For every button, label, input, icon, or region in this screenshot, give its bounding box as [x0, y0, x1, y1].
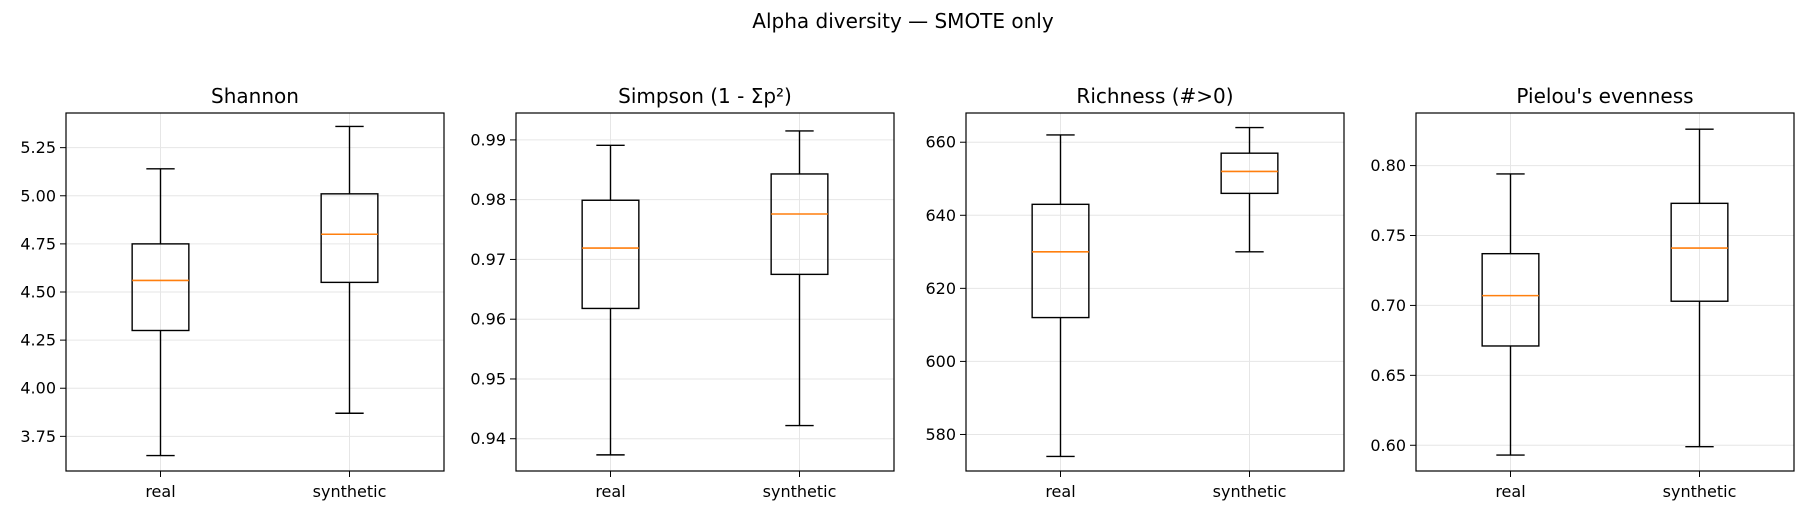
panel-title: Richness (#>0) [1076, 84, 1233, 108]
box-synthetic [1220, 126, 1279, 253]
axes-frame [965, 112, 1345, 472]
panel-4: Pielou's evenness 0.60 0.65 0.70 0.75 0.80 rea… [1370, 84, 1795, 501]
y-tick-label: 4.75 [20, 234, 56, 253]
y-tick-label: 0.75 [1370, 226, 1406, 245]
iqr-box [320, 193, 379, 284]
iqr-box [770, 173, 829, 276]
panel-3: Richness (#>0) 580 600 620 640 660 real synthet… [925, 84, 1345, 501]
y-tick-label: 5.00 [20, 186, 56, 205]
y-tick-label: 4.50 [20, 283, 56, 302]
y-tick-label: 3.75 [20, 427, 56, 446]
axes-frame [65, 112, 445, 472]
x-tick-label: real [595, 482, 625, 501]
box-synthetic [1670, 128, 1729, 448]
x-tick-label: synthetic [1663, 482, 1737, 501]
x-tick-label: real [1495, 482, 1525, 501]
y-tick-label: 4.00 [20, 379, 56, 398]
box-synthetic [320, 125, 379, 414]
box-real [1481, 173, 1540, 456]
panel-title: Shannon [211, 84, 299, 108]
y-tick-label: 660 [925, 133, 956, 152]
y-tick-label: 600 [925, 352, 956, 371]
y-tick-label: 0.60 [1370, 436, 1406, 455]
y-tick-label: 0.70 [1370, 296, 1406, 315]
y-tick-label: 5.25 [20, 138, 56, 157]
box-real [1031, 134, 1090, 458]
y-tick-label: 4.25 [20, 331, 56, 350]
figure-title: Alpha diversity — SMOTE only [752, 9, 1054, 33]
y-tick-label: 0.95 [470, 369, 506, 388]
iqr-box [1670, 202, 1729, 302]
axes-frame [515, 112, 895, 472]
y-tick-label: 0.80 [1370, 156, 1406, 175]
x-tick-label: real [1045, 482, 1075, 501]
y-tick-label: 0.65 [1370, 366, 1406, 385]
y-tick-label: 0.94 [470, 429, 506, 448]
y-tick-label: 640 [925, 206, 956, 225]
iqr-box [1481, 252, 1540, 347]
iqr-box [1220, 152, 1279, 195]
x-tick-label: synthetic [763, 482, 837, 501]
panel-2: Simpson (1 - Σp²) 0.94 0.95 0.96 0.97 0.98 0.9… [470, 84, 895, 501]
iqr-box [1031, 203, 1090, 319]
iqr-box [581, 199, 640, 310]
iqr-box [131, 243, 190, 332]
panel-title: Pielou's evenness [1516, 84, 1693, 108]
x-tick-label: real [145, 482, 175, 501]
y-tick-label: 580 [925, 425, 956, 444]
y-tick-label: 0.97 [470, 250, 506, 269]
y-tick-label: 0.98 [470, 190, 506, 209]
y-tick-label: 0.99 [470, 130, 506, 149]
y-tick-label: 620 [925, 279, 956, 298]
x-tick-label: synthetic [1213, 482, 1287, 501]
axes-frame [1415, 112, 1795, 472]
panel-title: Simpson (1 - Σp²) [618, 84, 792, 108]
box-real [581, 144, 640, 456]
box-synthetic [770, 130, 829, 427]
x-tick-label: synthetic [313, 482, 387, 501]
y-tick-label: 0.96 [470, 310, 506, 329]
panel-1: Shannon 3.75 4.00 4.25 4.50 4.75 5.00 5.25 real s… [20, 84, 445, 501]
box-real [131, 168, 190, 457]
